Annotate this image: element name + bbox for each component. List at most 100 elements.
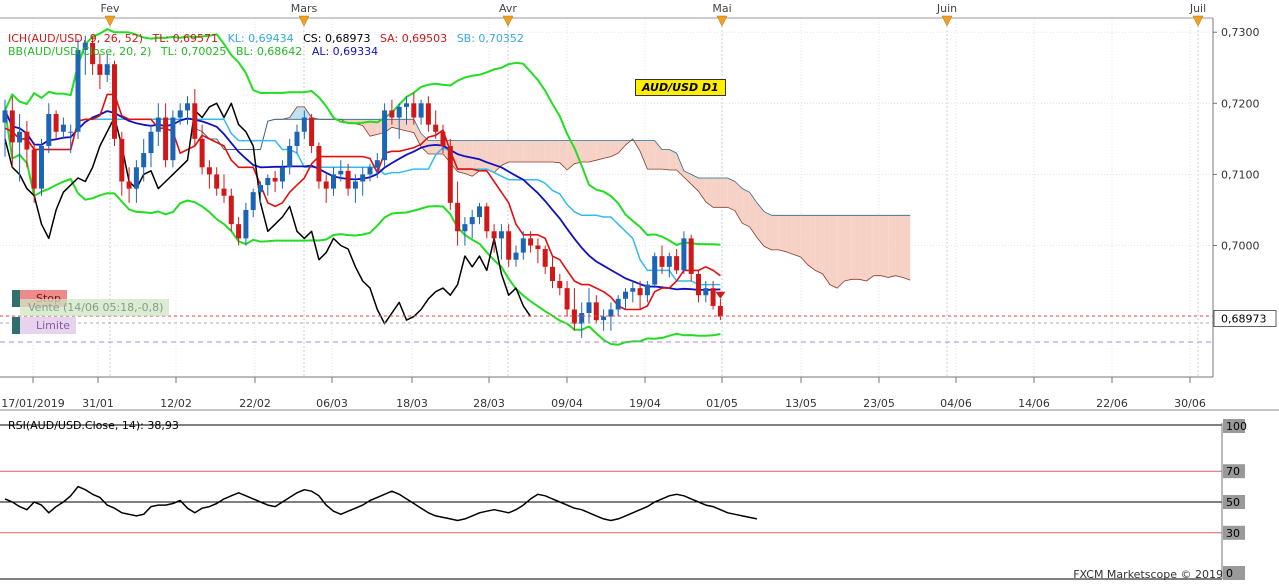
candle[interactable]: [258, 181, 263, 203]
candle[interactable]: [112, 60, 117, 146]
candle[interactable]: [199, 124, 205, 175]
candle[interactable]: [60, 117, 66, 139]
candle[interactable]: [447, 138, 453, 210]
candle[interactable]: [564, 281, 570, 317]
candle[interactable]: [542, 245, 548, 274]
candle[interactable]: [425, 96, 431, 132]
candle[interactable]: [630, 281, 636, 303]
candle[interactable]: [608, 302, 614, 331]
candle[interactable]: [418, 99, 424, 125]
candle[interactable]: [644, 281, 650, 303]
candle[interactable]: [24, 121, 30, 168]
candle[interactable]: [462, 217, 468, 246]
candle[interactable]: [615, 295, 621, 317]
candle[interactable]: [674, 249, 680, 274]
candle[interactable]: [623, 288, 628, 310]
candle[interactable]: [155, 103, 161, 146]
candle[interactable]: [710, 281, 716, 310]
candle[interactable]: [265, 174, 271, 196]
candle[interactable]: [294, 124, 300, 154]
candle[interactable]: [601, 309, 607, 331]
candle[interactable]: [97, 53, 103, 90]
candle[interactable]: [404, 96, 409, 125]
candle[interactable]: [316, 142, 322, 189]
candle[interactable]: [301, 110, 307, 139]
candle[interactable]: [133, 160, 139, 203]
candle[interactable]: [228, 188, 234, 232]
candle[interactable]: [2, 99, 8, 157]
candle[interactable]: [637, 281, 643, 310]
candle[interactable]: [557, 273, 563, 296]
candle[interactable]: [659, 245, 665, 274]
candle[interactable]: [411, 92, 417, 125]
candle[interactable]: [119, 131, 125, 196]
candle[interactable]: [586, 288, 592, 324]
candle[interactable]: [185, 96, 190, 125]
candle[interactable]: [498, 224, 504, 260]
candle[interactable]: [717, 298, 723, 321]
candle[interactable]: [455, 181, 461, 246]
sell-order-tag[interactable]: Vente (14/06 05:18,-0,8): [20, 299, 170, 316]
candle[interactable]: [272, 170, 278, 193]
candle[interactable]: [104, 53, 110, 82]
candle[interactable]: [250, 188, 256, 218]
candle[interactable]: [652, 252, 658, 289]
candle[interactable]: [513, 245, 519, 267]
candle[interactable]: [17, 113, 23, 182]
candle[interactable]: [126, 167, 132, 203]
candle[interactable]: [484, 202, 490, 239]
candle[interactable]: [323, 174, 329, 203]
candle[interactable]: [331, 167, 336, 196]
candle[interactable]: [469, 209, 475, 239]
candle[interactable]: [31, 142, 37, 203]
candle[interactable]: [360, 167, 366, 196]
candle[interactable]: [528, 231, 534, 253]
candle[interactable]: [170, 110, 176, 168]
candle[interactable]: [46, 103, 52, 154]
candle[interactable]: [396, 103, 402, 139]
candle[interactable]: [9, 96, 15, 168]
candle[interactable]: [338, 160, 344, 182]
limit-order-tag[interactable]: Limite: [12, 317, 77, 334]
candle[interactable]: [236, 217, 242, 246]
candle[interactable]: [163, 103, 169, 168]
candle[interactable]: [382, 103, 388, 168]
candle[interactable]: [703, 281, 709, 303]
candle[interactable]: [389, 99, 395, 125]
candle[interactable]: [440, 124, 446, 154]
candle[interactable]: [550, 256, 555, 289]
candle[interactable]: [571, 288, 577, 331]
candle[interactable]: [287, 138, 293, 175]
candle[interactable]: [491, 224, 497, 253]
candle[interactable]: [279, 160, 285, 189]
candle[interactable]: [214, 167, 220, 196]
candle[interactable]: [75, 39, 81, 139]
candle[interactable]: [309, 113, 315, 154]
candle[interactable]: [90, 35, 96, 75]
candle[interactable]: [506, 224, 512, 267]
candle[interactable]: [243, 202, 249, 246]
candle[interactable]: [433, 110, 439, 139]
candle[interactable]: [148, 124, 154, 168]
candle[interactable]: [535, 238, 541, 264]
candle[interactable]: [579, 302, 585, 338]
candle[interactable]: [477, 202, 482, 225]
candle[interactable]: [688, 234, 694, 282]
candle[interactable]: [141, 138, 147, 182]
candle[interactable]: [681, 231, 687, 274]
candle[interactable]: [39, 138, 44, 196]
candle[interactable]: [593, 295, 599, 324]
candle[interactable]: [68, 124, 74, 154]
candle[interactable]: [374, 153, 380, 178]
candle[interactable]: [520, 231, 526, 260]
candle[interactable]: [666, 252, 672, 278]
candle[interactable]: [192, 89, 198, 146]
candle[interactable]: [206, 160, 212, 189]
candle[interactable]: [177, 103, 183, 125]
candle[interactable]: [345, 163, 351, 196]
candle[interactable]: [82, 35, 88, 75]
candle[interactable]: [367, 163, 373, 182]
candle[interactable]: [53, 110, 59, 139]
candle[interactable]: [352, 174, 358, 203]
